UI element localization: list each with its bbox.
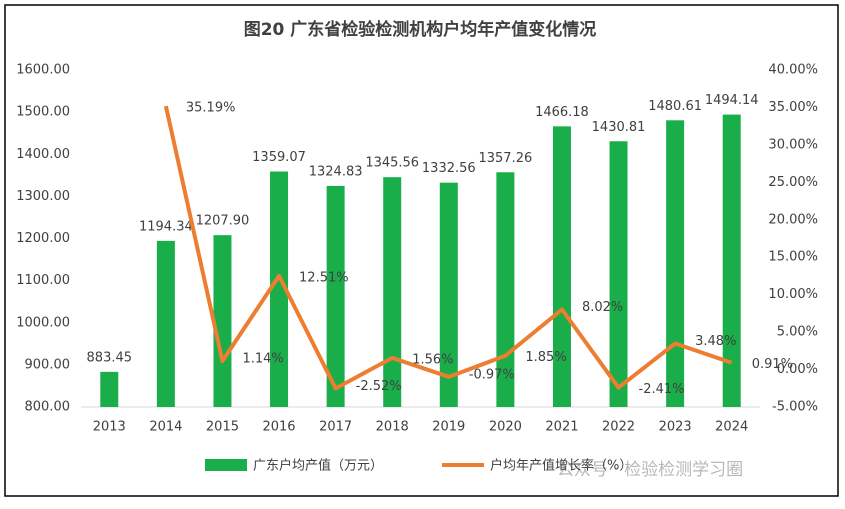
line-value-label: -2.41%: [639, 382, 685, 397]
bar: [326, 185, 345, 407]
legend-label: 广东户均产值（万元）: [253, 458, 383, 474]
bar: [496, 172, 515, 407]
bar-value-label: 1480.61: [648, 99, 702, 114]
bar-value-label: 1324.83: [309, 164, 363, 179]
bar: [156, 240, 175, 407]
bar-value-label: 1494.14: [705, 93, 759, 108]
line-value-label: 35.19%: [186, 101, 236, 116]
legend-swatch: [205, 459, 247, 471]
bar-value-label: 1194.34: [139, 219, 193, 234]
y-tick-label: 900.00: [25, 357, 71, 372]
bar: [383, 177, 402, 407]
bar-value-label: 1430.81: [592, 120, 646, 135]
y-tick-label: 1200.00: [16, 231, 70, 246]
y2-tick-label: -5.00%: [772, 400, 818, 415]
watermark: 公众号 · 检验检测学习圈: [557, 460, 743, 480]
frame: [4, 4, 839, 497]
line-value-label: 3.48%: [695, 334, 736, 349]
y2-tick-label: 25.00%: [768, 175, 818, 190]
x-tick-label: 2021: [545, 420, 578, 435]
bar: [666, 120, 685, 408]
bar-value-label: 1357.26: [478, 151, 532, 166]
line-value-label: -2.52%: [356, 379, 402, 394]
x-tick-label: 2016: [262, 420, 295, 435]
line-value-label: 8.02%: [582, 300, 623, 315]
bar: [213, 235, 232, 407]
line-value-label: -0.97%: [469, 367, 515, 382]
line: [163, 105, 733, 391]
x-tick-label: 2014: [149, 420, 182, 435]
y2-tick-label: 0.00%: [777, 362, 818, 377]
line-value-label: 1.56%: [412, 352, 453, 367]
x-tick-label: 2013: [93, 420, 126, 435]
line-value-label: 0.91%: [752, 357, 793, 372]
chart-title: 图20 广东省检验检测机构户均年产值变化情况: [244, 19, 597, 40]
y-tick-label: 1400.00: [16, 147, 70, 162]
bar: [552, 126, 571, 407]
y-tick-label: 1000.00: [16, 315, 70, 330]
x-tick-label: 2018: [376, 420, 409, 435]
line-value-label: 12.51%: [299, 270, 349, 285]
bar: [439, 182, 458, 407]
bar-value-label: 1345.56: [365, 156, 419, 171]
y2-tick-label: 20.00%: [768, 212, 818, 227]
y2-tick-label: 35.00%: [768, 100, 818, 115]
bar-value-label: 1466.18: [535, 105, 589, 120]
y-tick-label: 1300.00: [16, 189, 70, 204]
y-tick-label: 1100.00: [16, 273, 70, 288]
bar-value-label: 1207.90: [196, 214, 250, 229]
x-tick-label: 2024: [715, 420, 748, 435]
x-tick-label: 2020: [489, 420, 522, 435]
bar-value-label: 1359.07: [252, 150, 306, 165]
x-tick-label: 2019: [432, 420, 465, 435]
bar: [100, 371, 119, 407]
y2-tick-label: 30.00%: [768, 137, 818, 152]
bar: [722, 114, 741, 407]
line-value-label: 1.14%: [242, 352, 283, 367]
y2-tick-label: 40.00%: [768, 63, 818, 78]
x-tick-label: 2022: [602, 420, 635, 435]
bar-value-label: 883.45: [87, 350, 133, 365]
x-tick-label: 2023: [659, 420, 692, 435]
y2-tick-label: 5.00%: [777, 325, 818, 340]
y2-tick-label: 15.00%: [768, 250, 818, 265]
y-tick-label: 1500.00: [16, 105, 70, 120]
x-tick-label: 2015: [206, 420, 239, 435]
bar: [609, 141, 628, 407]
y-tick-label: 1600.00: [16, 63, 70, 78]
bar: [270, 171, 289, 407]
bar-value-label: 1332.56: [422, 161, 476, 176]
line-value-label: 1.85%: [525, 350, 566, 365]
legend-label: 户均年产值增长率（%）: [490, 458, 632, 474]
y2-tick-label: 10.00%: [768, 287, 818, 302]
y-tick-label: 800.00: [25, 400, 71, 415]
x-tick-label: 2017: [319, 420, 352, 435]
